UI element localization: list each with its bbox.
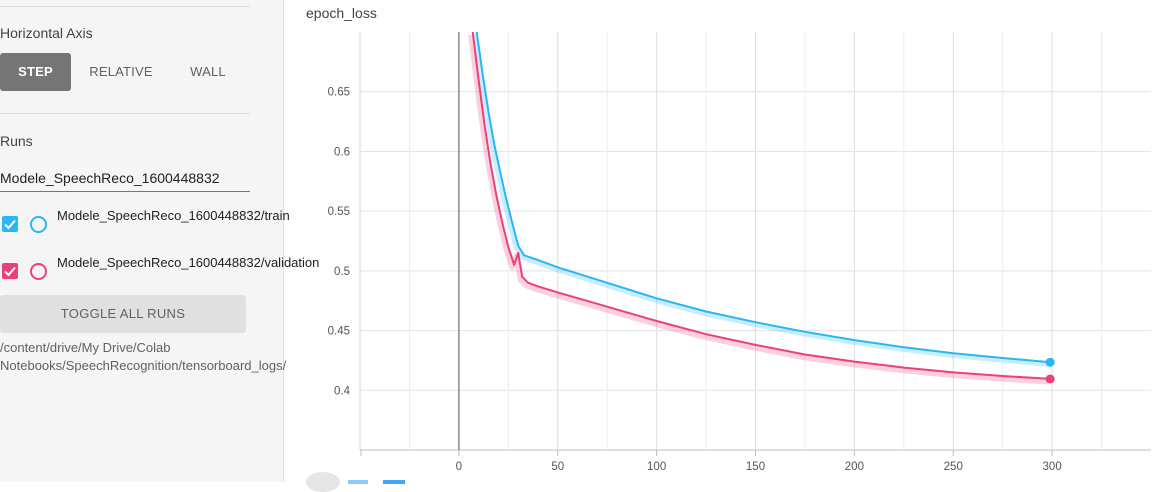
x-tick-label: 200 bbox=[845, 461, 864, 473]
axis-relative-button[interactable]: RELATIVE bbox=[89, 64, 153, 79]
validation-loss-line bbox=[471, 32, 1051, 380]
log-directory-path: /content/drive/My Drive/Colab Notebooks/… bbox=[0, 340, 287, 373]
validation-checkbox[interactable] bbox=[2, 263, 18, 279]
train-last-point bbox=[1045, 357, 1055, 367]
train-color-ring-icon[interactable] bbox=[30, 216, 47, 233]
x-tick-label: 50 bbox=[551, 461, 564, 473]
axis-wall-button[interactable]: WALL bbox=[190, 64, 226, 79]
run-row-validation: Modele_SpeechReco_1600448832/validation bbox=[0, 254, 320, 290]
y-tick-label: 0.6 bbox=[334, 146, 350, 158]
train-loss-line bbox=[475, 32, 1051, 364]
x-tick-label: 250 bbox=[944, 461, 963, 473]
y-tick-label: 0.5 bbox=[334, 266, 350, 278]
x-tick-label: 150 bbox=[746, 461, 765, 473]
y-tick-label: 0.55 bbox=[328, 206, 350, 218]
runs-filter-input[interactable] bbox=[0, 165, 250, 192]
toggle-all-runs-button[interactable]: TOGGLE ALL RUNS bbox=[0, 295, 246, 333]
chart-title: epoch_loss bbox=[306, 5, 377, 21]
train-checkbox[interactable] bbox=[2, 216, 18, 232]
zoom-control-icon[interactable] bbox=[306, 472, 340, 492]
checkmark-icon bbox=[4, 219, 16, 230]
train-run-label: Modele_SpeechReco_1600448832/train bbox=[57, 208, 290, 223]
run-row-train: Modele_SpeechReco_1600448832/train bbox=[0, 207, 290, 243]
horizontal-axis-label: Horizontal Axis bbox=[0, 25, 93, 41]
x-tick-label: 0 bbox=[456, 461, 462, 473]
fit-domain-icon[interactable] bbox=[348, 480, 368, 484]
download-icon[interactable] bbox=[383, 480, 405, 484]
x-tick-label: 100 bbox=[647, 461, 666, 473]
checkmark-icon bbox=[4, 266, 16, 277]
validation-last-point bbox=[1045, 374, 1055, 384]
series-raw-line bbox=[472, 34, 1049, 367]
y-tick-label: 0.45 bbox=[328, 326, 350, 338]
sidebar-divider bbox=[0, 113, 250, 114]
y-tick-label: 0.65 bbox=[328, 87, 350, 99]
runs-label: Runs bbox=[0, 133, 33, 149]
sidebar: Horizontal Axis STEP RELATIVE WALL Runs … bbox=[0, 0, 320, 482]
loss-chart[interactable]: 0.4 0.45 0.5 0.55 0.6 0.65 0 50 100 150 200 250 300 bbox=[283, 0, 1172, 482]
y-tick-label: 0.4 bbox=[334, 385, 351, 397]
series-raw-line bbox=[468, 35, 1049, 385]
validation-color-ring-icon[interactable] bbox=[30, 263, 47, 280]
validation-run-label: Modele_SpeechReco_1600448832/validation bbox=[57, 255, 320, 270]
x-tick-label: 300 bbox=[1043, 461, 1062, 473]
sidebar-divider bbox=[0, 6, 250, 7]
axis-step-button[interactable]: STEP bbox=[0, 53, 71, 91]
